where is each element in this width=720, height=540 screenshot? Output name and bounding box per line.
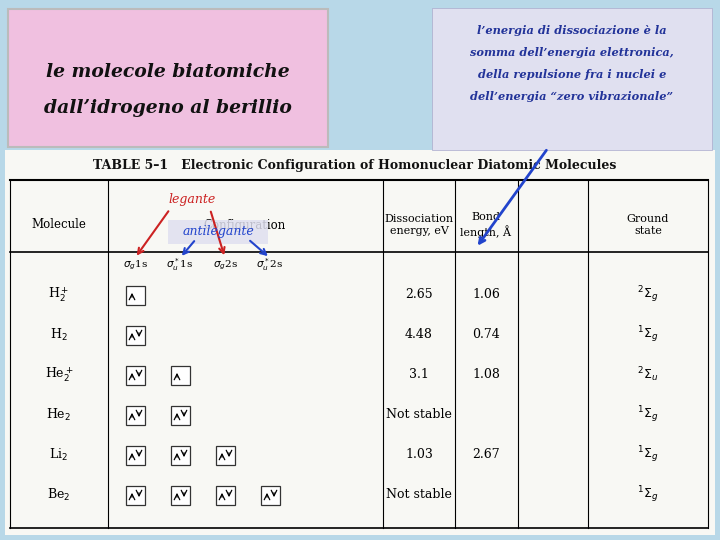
Bar xyxy=(125,485,145,504)
Bar xyxy=(125,366,145,384)
Text: H$_2$: H$_2$ xyxy=(50,327,68,343)
Text: antilegante: antilegante xyxy=(182,226,254,239)
Text: He$_2$: He$_2$ xyxy=(47,407,71,423)
Text: 3.1: 3.1 xyxy=(409,368,429,381)
Text: 0.74: 0.74 xyxy=(472,328,500,341)
Text: Bond
length, Å: Bond length, Å xyxy=(461,212,511,238)
Bar xyxy=(171,366,189,384)
Text: 2.67: 2.67 xyxy=(472,449,500,462)
Bar xyxy=(261,485,279,504)
Text: le molecole biatomiche: le molecole biatomiche xyxy=(46,63,290,81)
Text: H$_2^+$: H$_2^+$ xyxy=(48,286,70,305)
Bar xyxy=(171,485,189,504)
Text: Ground
state: Ground state xyxy=(627,214,669,236)
Text: Be$_2$: Be$_2$ xyxy=(48,487,71,503)
Text: 1.08: 1.08 xyxy=(472,368,500,381)
Bar xyxy=(215,446,235,464)
Text: $\sigma_g$1s: $\sigma_g$1s xyxy=(122,258,148,272)
Bar xyxy=(8,9,328,147)
Bar xyxy=(432,8,712,150)
Text: 4.48: 4.48 xyxy=(405,328,433,341)
Text: $^2\Sigma_g$: $^2\Sigma_g$ xyxy=(637,285,659,305)
Text: Configuration: Configuration xyxy=(204,219,286,232)
Text: Li$_2$: Li$_2$ xyxy=(50,447,68,463)
Text: 1.06: 1.06 xyxy=(472,288,500,301)
Text: Molecule: Molecule xyxy=(32,219,86,232)
Bar xyxy=(125,286,145,305)
Bar xyxy=(168,220,268,244)
Text: dell’energia “zero vibrazionale”: dell’energia “zero vibrazionale” xyxy=(470,91,673,102)
Bar xyxy=(171,406,189,424)
Text: $\sigma_u^*$1s: $\sigma_u^*$1s xyxy=(166,256,194,273)
Bar xyxy=(125,326,145,345)
Bar xyxy=(5,150,715,535)
Text: l’energia di dissociazione è la: l’energia di dissociazione è la xyxy=(477,24,667,36)
Text: 2.65: 2.65 xyxy=(405,288,433,301)
Bar xyxy=(125,406,145,424)
Text: dall’idrogeno al berillio: dall’idrogeno al berillio xyxy=(44,99,292,117)
Text: della repulsione fra i nuclei e: della repulsione fra i nuclei e xyxy=(478,69,666,79)
Text: $\sigma_g$2s: $\sigma_g$2s xyxy=(212,258,238,272)
Text: somma dell’energia elettronica,: somma dell’energia elettronica, xyxy=(470,46,674,57)
Text: $^1\Sigma_g$: $^1\Sigma_g$ xyxy=(637,325,659,345)
Bar xyxy=(125,446,145,464)
Text: $^2\Sigma_u$: $^2\Sigma_u$ xyxy=(637,366,659,384)
Text: 1.03: 1.03 xyxy=(405,449,433,462)
Text: Not stable: Not stable xyxy=(386,489,452,502)
Text: He$_2^+$: He$_2^+$ xyxy=(45,366,73,384)
Text: TABLE 5–1   Electronic Configuration of Homonuclear Diatomic Molecules: TABLE 5–1 Electronic Configuration of Ho… xyxy=(94,159,617,172)
Bar xyxy=(171,446,189,464)
Text: $^1\Sigma_g$: $^1\Sigma_g$ xyxy=(637,485,659,505)
Text: legante: legante xyxy=(168,193,215,206)
Bar xyxy=(215,485,235,504)
Text: $^1\Sigma_g$: $^1\Sigma_g$ xyxy=(637,404,659,426)
Text: $^1\Sigma_g$: $^1\Sigma_g$ xyxy=(637,445,659,465)
Text: $\sigma_u^*$2s: $\sigma_u^*$2s xyxy=(256,256,284,273)
Text: Not stable: Not stable xyxy=(386,408,452,422)
Text: Dissociation
energy, eV: Dissociation energy, eV xyxy=(384,214,454,236)
